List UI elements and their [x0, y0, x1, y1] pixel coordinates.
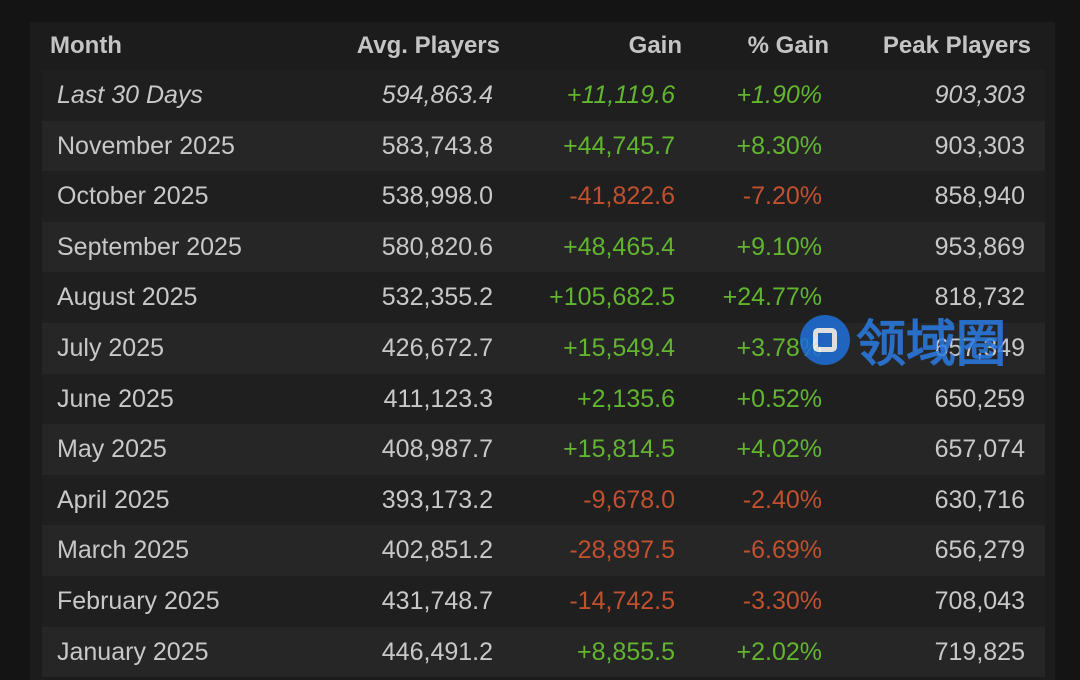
- header-cell: % Gain: [747, 32, 829, 59]
- header-cell: Month: [50, 32, 122, 59]
- table-row: Last 30 Days 594,863.4 +11,119.6 +1.90% 903,…: [42, 70, 1045, 121]
- gain-cell: -9,678.0: [583, 485, 675, 514]
- pct-gain-cell: +2.02%: [736, 637, 823, 666]
- table-row: May 2025 408,987.7 +15,814.5 +4.02% 657,074: [42, 424, 1045, 475]
- table-row: August 2025 532,355.2 +105,682.5 +24.77% 818…: [42, 272, 1045, 323]
- header-row: Month Avg. Players Gain % Gain Peak Players: [42, 22, 1045, 70]
- gain-cell: +105,682.5: [549, 283, 675, 312]
- table-row: September 2025 580,820.6 +48,465.4 +9.10% 95…: [42, 221, 1045, 273]
- stats-table: Month Avg. Players Gain % Gain Peak Players L…: [30, 22, 1055, 680]
- watermark: 领域圈: [800, 310, 1006, 373]
- gain-cell: +15,814.5: [563, 435, 675, 464]
- avg-players-cell: 431,748.7: [381, 587, 493, 615]
- gain-cell: +44,745.7: [563, 131, 675, 160]
- gain-cell: +48,465.4: [563, 232, 675, 261]
- avg-players-cell: 426,672.7: [381, 334, 493, 362]
- pct-gain-cell: -2.40%: [742, 485, 822, 514]
- table-row: November 2025 583,743.8 +44,745.7 +8.30% 903…: [42, 120, 1045, 172]
- avg-players-cell: 408,987.7: [381, 435, 493, 464]
- month-cell: June 2025: [57, 384, 174, 413]
- table-row: October 2025 538,998.0 -41,822.6 -7.20% 858,…: [42, 171, 1045, 222]
- peak-players-cell: 630,716: [934, 485, 1025, 514]
- month-cell: March 2025: [57, 536, 190, 565]
- table-row: February 2025 431,748.7 -14,742.5 -3.30% 708…: [42, 576, 1045, 627]
- table-row: April 2025 393,173.2 -9,678.0 -2.40% 630,716: [42, 474, 1045, 526]
- month-cell: May 2025: [57, 435, 167, 464]
- peak-players-cell: 903,303: [934, 131, 1025, 160]
- pct-gain-cell: -3.30%: [742, 587, 822, 615]
- table-row: January 2025 446,491.2 +8,855.5 +2.02% 719,8…: [42, 626, 1045, 678]
- peak-players-cell: 657,074: [934, 435, 1025, 464]
- watermark-text: 领域圈: [856, 315, 1006, 373]
- peak-players-cell: 719,825: [934, 637, 1025, 666]
- peak-players-cell: 656,279: [934, 536, 1025, 565]
- month-cell: January 2025: [57, 637, 209, 666]
- avg-players-cell: 446,491.2: [381, 637, 493, 666]
- month-cell: July 2025: [57, 334, 165, 362]
- avg-players-cell: 580,820.6: [381, 232, 493, 261]
- peak-players-cell: 657,349: [934, 334, 1025, 362]
- month-cell: February 2025: [57, 587, 220, 615]
- header-cell: Avg. Players: [356, 32, 500, 59]
- peak-players-cell: 708,043: [934, 587, 1025, 615]
- header-cell: Gain: [628, 32, 682, 59]
- gain-cell: -14,742.5: [569, 587, 675, 615]
- avg-players-cell: 402,851.2: [381, 536, 493, 565]
- gain-cell: -41,822.6: [569, 182, 675, 211]
- month-cell: April 2025: [57, 485, 170, 514]
- peak-players-cell: 953,869: [934, 232, 1025, 261]
- gain-cell: +15,549.4: [563, 334, 675, 362]
- month-cell: October 2025: [57, 182, 209, 211]
- pct-gain-cell: +24.77%: [722, 283, 822, 312]
- peak-players-cell: 818,732: [934, 283, 1025, 312]
- pct-gain-cell: +0.52%: [736, 384, 823, 413]
- table-row: June 2025 411,123.3 +2,135.6 +0.52% 650,259: [42, 373, 1045, 425]
- pct-gain-cell: +9.10%: [736, 232, 823, 261]
- table-row: July 2025 426,672.7 +15,549.4 +3.78% 657,349: [42, 323, 1045, 374]
- pct-gain-cell: +8.30%: [736, 131, 823, 160]
- watermark-logo: [800, 315, 850, 365]
- avg-players-cell: 411,123.3: [383, 384, 493, 413]
- gain-cell: +2,135.6: [576, 384, 675, 413]
- gain-cell: +8,855.5: [576, 637, 675, 666]
- gain-cell: -28,897.5: [569, 536, 675, 565]
- avg-players-cell: 594,863.4: [381, 81, 493, 109]
- month-cell: September 2025: [57, 232, 242, 261]
- avg-players-cell: 393,173.2: [381, 485, 493, 514]
- pct-gain-cell: -6.69%: [742, 536, 822, 565]
- gain-cell: +11,119.6: [566, 81, 675, 109]
- pct-gain-cell: +1.90%: [736, 81, 823, 109]
- header-cell: Peak Players: [882, 32, 1031, 59]
- avg-players-cell: 583,743.8: [381, 131, 493, 160]
- table-row: March 2025 402,851.2 -28,897.5 -6.69% 656,27…: [42, 525, 1045, 576]
- month-cell: November 2025: [57, 131, 235, 160]
- peak-players-cell: 903,303: [934, 81, 1025, 109]
- pct-gain-cell: +4.02%: [736, 435, 823, 464]
- avg-players-cell: 532,355.2: [381, 283, 493, 312]
- month-cell: Last 30 Days: [57, 81, 203, 109]
- peak-players-cell: 858,940: [934, 182, 1025, 211]
- avg-players-cell: 538,998.0: [381, 182, 493, 211]
- peak-players-cell: 650,259: [934, 384, 1025, 413]
- pct-gain-cell: -7.20%: [742, 182, 822, 211]
- month-cell: August 2025: [57, 283, 198, 312]
